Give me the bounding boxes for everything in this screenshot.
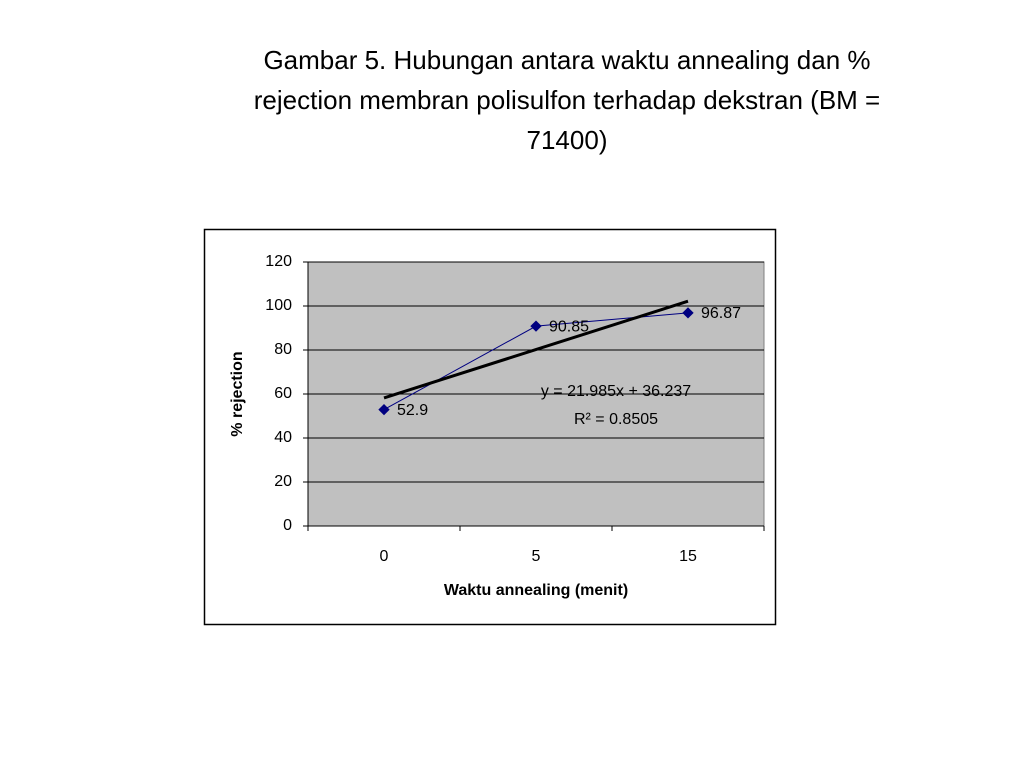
y-tick-label: 120 bbox=[265, 253, 292, 270]
y-tick-label: 80 bbox=[274, 341, 292, 358]
chart-title: Gambar 5. Hubungan antara waktu annealin… bbox=[253, 45, 881, 155]
data-point bbox=[682, 307, 694, 319]
x-tick-label: 0 bbox=[380, 548, 389, 565]
data-label: 90.85 bbox=[549, 318, 589, 335]
y-tick-label: 60 bbox=[274, 385, 292, 402]
data-label: 52.9 bbox=[397, 402, 428, 419]
y-tick-label: 0 bbox=[283, 517, 292, 534]
trendline bbox=[383, 299, 689, 400]
y-tick-label: 40 bbox=[274, 429, 292, 446]
y-tick-label: 100 bbox=[265, 297, 292, 314]
data-point bbox=[530, 320, 542, 332]
x-tick-label: 5 bbox=[532, 548, 541, 565]
y-axis-title: % rejection bbox=[229, 351, 246, 436]
x-axis-title: Waktu annealing (menit) bbox=[444, 582, 628, 599]
data-point bbox=[378, 403, 390, 416]
x-tick-label: 15 bbox=[679, 548, 697, 565]
y-tick-label: 20 bbox=[274, 473, 292, 490]
trendline-r-squared: R² = 0.8505 bbox=[574, 411, 658, 428]
data-label: 96.87 bbox=[701, 305, 741, 322]
trendline-equation: y = 21.985x + 36.237 bbox=[541, 383, 691, 400]
